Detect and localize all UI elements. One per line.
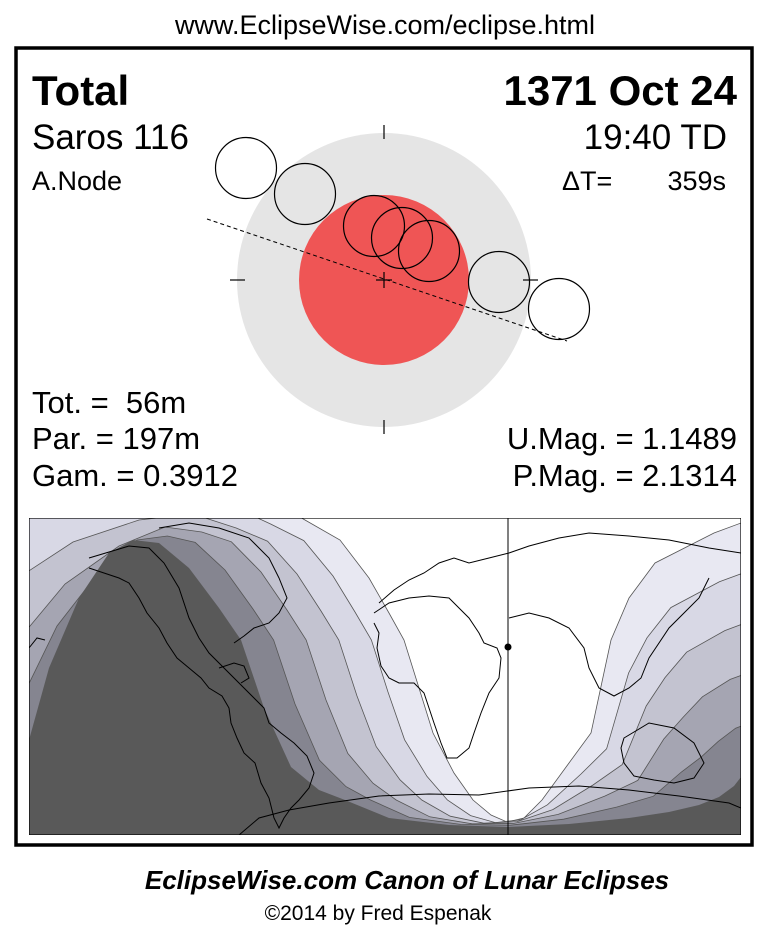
- footer-title: EclipseWise.com Canon of Lunar Eclipses: [145, 865, 669, 895]
- total-duration: Tot. = 56m: [32, 385, 186, 420]
- delta-t-label: ΔT=: [562, 166, 612, 196]
- gamma: Gam. = 0.3912: [32, 458, 238, 493]
- coastlines: [29, 522, 741, 835]
- delta-t-value: 359s: [667, 166, 726, 196]
- frame: [14, 46, 754, 847]
- partial-duration: Par. = 197m: [32, 421, 200, 456]
- node: A.Node: [32, 166, 122, 196]
- moon-position-u3: [397, 219, 461, 283]
- eclipse-date: 1371 Oct 24: [503, 67, 737, 114]
- moon-position-greatest: [370, 206, 434, 270]
- penumbral-magnitude: P.Mag. = 2.1314: [513, 458, 737, 493]
- eclipse-type: Total: [32, 67, 129, 114]
- footer-copyright: ©2014 by Fred Espenak: [265, 902, 492, 925]
- eclipse-time: 19:40 TD: [584, 118, 727, 157]
- greatest-eclipse-point: [504, 643, 512, 651]
- umbral-magnitude: U.Mag. = 1.1489: [507, 421, 737, 456]
- moon-position-p1: [214, 136, 278, 200]
- moon-position-u2: [342, 194, 406, 258]
- visibility-map: [29, 518, 741, 835]
- night-region: [29, 540, 741, 835]
- moon-position-u1: [273, 162, 337, 226]
- moon-position-p4: [527, 277, 591, 341]
- axis-ticks: [230, 125, 538, 434]
- shadow-diagram: [206, 125, 591, 434]
- moon-position-u4: [467, 250, 531, 314]
- header-url: www.EclipseWise.com/eclipse.html: [174, 10, 595, 40]
- saros-number: Saros 116: [32, 118, 189, 157]
